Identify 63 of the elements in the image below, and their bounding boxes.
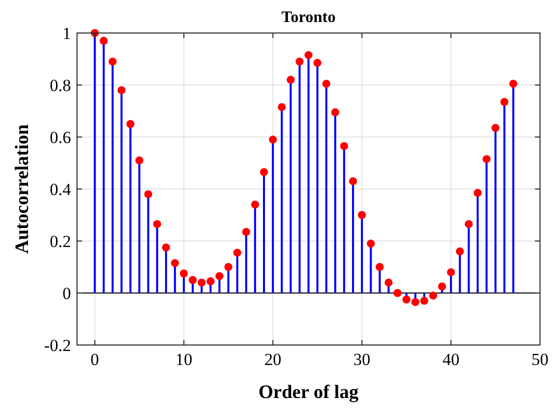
y-tick-label: 0.4 (50, 180, 72, 199)
point (304, 51, 312, 60)
point (100, 36, 108, 45)
point (446, 268, 455, 276)
point (233, 248, 242, 257)
x-tick-label: 30 (353, 350, 370, 369)
point (268, 136, 277, 144)
point (331, 108, 340, 116)
point (180, 270, 188, 278)
point (366, 240, 375, 248)
chart-title: Toronto (281, 9, 336, 26)
point (429, 292, 438, 300)
point (296, 58, 304, 66)
point (491, 124, 500, 132)
point (456, 247, 464, 256)
y-axis-title: Autocorrelation (12, 124, 33, 254)
point (482, 155, 491, 164)
point (206, 277, 215, 286)
point (384, 278, 393, 287)
point (394, 289, 402, 297)
point (438, 282, 446, 290)
point (474, 188, 482, 197)
point (411, 298, 420, 306)
point (118, 86, 126, 94)
point (278, 103, 286, 112)
point (251, 200, 260, 209)
point (215, 272, 224, 280)
point (260, 168, 268, 176)
y-tick-label: 0.2 (50, 232, 71, 251)
point (126, 120, 134, 128)
y-tick-label: 0.6 (50, 128, 71, 147)
point (420, 296, 428, 305)
point (198, 278, 206, 287)
point (509, 80, 518, 88)
point (242, 228, 250, 236)
point (153, 220, 162, 228)
y-tick-label: 0 (62, 284, 71, 303)
point (286, 76, 295, 84)
point (144, 190, 152, 198)
point (464, 220, 473, 228)
point (188, 276, 197, 284)
point (162, 244, 170, 252)
x-tick-label: 40 (442, 350, 460, 369)
x-tick-label: 0 (90, 350, 100, 369)
x-tick-label: 50 (532, 350, 548, 369)
x-tick-label: 20 (264, 350, 282, 369)
point (224, 263, 232, 271)
point (376, 263, 384, 271)
point (500, 98, 508, 106)
y-tick-label: 0.8 (50, 76, 71, 95)
point (313, 58, 322, 67)
point (340, 142, 348, 150)
point (322, 80, 330, 88)
point (402, 296, 410, 304)
point (170, 259, 179, 268)
point (349, 177, 358, 186)
point (135, 156, 144, 164)
x-axis-title: Order of lag (258, 382, 359, 403)
y-tick-label: -0.2 (44, 336, 71, 355)
point (108, 58, 117, 66)
point (358, 211, 366, 219)
y-tick-label: 1 (62, 24, 71, 43)
x-tick-label: 10 (175, 350, 192, 369)
